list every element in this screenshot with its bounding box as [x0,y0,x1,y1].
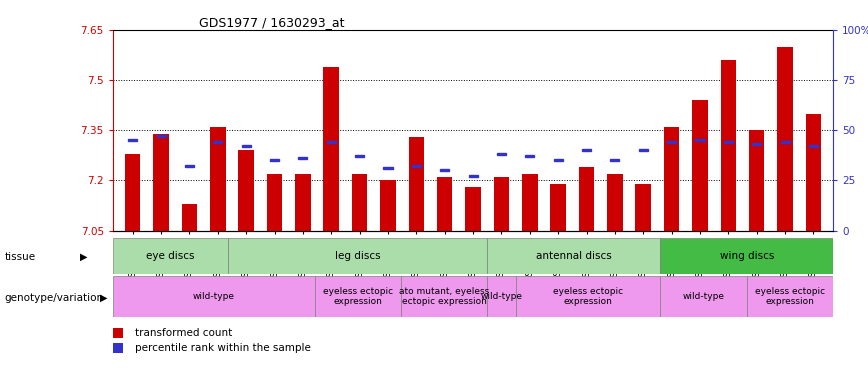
Bar [809,146,818,147]
Bar [239,150,254,231]
Bar [266,174,282,231]
Bar [299,158,307,159]
Text: ▶: ▶ [100,293,108,303]
Bar [185,165,194,167]
Bar [469,176,477,177]
Bar [181,204,197,231]
Bar [661,238,833,274]
Text: tissue: tissue [4,252,36,262]
Bar [440,170,450,171]
Bar [241,146,251,147]
Bar [401,276,488,317]
Bar [465,187,481,231]
Text: transformed count: transformed count [135,328,232,338]
Bar [156,135,166,137]
Text: wing discs: wing discs [720,251,774,261]
Bar [695,140,705,141]
Bar [113,238,228,274]
Bar [326,141,336,143]
Bar [496,153,506,155]
Bar [352,174,367,231]
Bar [411,165,421,167]
Bar [554,159,562,161]
Bar [610,159,620,161]
Bar [314,276,401,317]
Bar [582,149,591,152]
Bar [270,159,279,161]
Bar [550,184,566,231]
Bar [746,276,833,317]
Bar [154,134,169,231]
Bar [488,276,516,317]
Bar [494,177,510,231]
Text: eyeless ectopic
expression: eyeless ectopic expression [323,287,393,306]
Text: GDS1977 / 1630293_at: GDS1977 / 1630293_at [200,16,345,29]
Bar [355,155,365,158]
Bar [720,60,736,231]
Text: wild-type: wild-type [481,292,523,301]
Bar [607,174,622,231]
Bar [692,100,707,231]
Bar [664,127,680,231]
Bar [753,143,761,146]
Bar [384,167,392,170]
Bar [437,177,452,231]
Bar [777,47,792,231]
Text: percentile rank within the sample: percentile rank within the sample [135,343,311,353]
Text: eye discs: eye discs [146,251,194,261]
Bar [639,149,648,152]
Text: antennal discs: antennal discs [536,251,612,261]
Bar [724,141,733,143]
Text: ato mutant, eyeless
ectopic expression: ato mutant, eyeless ectopic expression [399,287,490,306]
Bar [128,140,137,141]
Bar [228,238,488,274]
Bar [667,141,676,143]
Bar [522,174,537,231]
Bar [324,67,339,231]
Bar [579,167,595,231]
Bar [525,155,535,158]
Text: genotype/variation: genotype/variation [4,293,103,303]
Bar [125,154,141,231]
Bar [635,184,651,231]
Bar [409,137,424,231]
Bar [210,127,226,231]
Text: wild-type: wild-type [193,292,234,301]
Text: eyeless ectopic
expression: eyeless ectopic expression [553,287,623,306]
Bar [380,180,396,231]
Bar [661,276,746,317]
Text: leg discs: leg discs [335,251,380,261]
Bar [295,174,311,231]
Text: ▶: ▶ [80,252,88,262]
Bar [214,141,222,143]
Bar [749,130,765,231]
Bar [113,276,314,317]
Text: eyeless ectopic
expression: eyeless ectopic expression [755,287,825,306]
Bar [780,141,790,143]
Text: wild-type: wild-type [682,292,725,301]
Bar [806,114,821,231]
Bar [488,238,661,274]
Bar [516,276,661,317]
